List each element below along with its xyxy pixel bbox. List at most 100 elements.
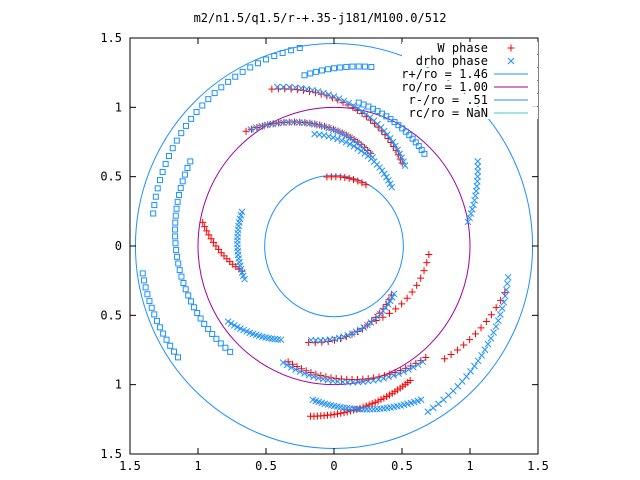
x-tick-label: 1 [466,459,473,473]
data-point [377,396,385,404]
data-point [390,372,397,379]
data-point [318,67,325,74]
data-point [239,68,246,75]
data-point [385,373,392,381]
data-point [178,273,185,280]
data-point [320,89,327,97]
data-point [388,183,396,191]
data-point [142,284,149,291]
data-point [494,317,502,324]
data-point [225,78,232,85]
data-point [354,105,362,112]
data-point [466,214,473,222]
data-point [360,324,368,331]
data-point [205,96,212,103]
data-point [255,60,262,67]
data-point [362,110,370,118]
data-point [467,368,474,375]
data-point [338,130,346,137]
data-point [197,315,204,322]
data-point [296,368,304,375]
data-point [386,134,394,142]
data-point [312,337,320,344]
data-point [320,123,328,131]
data-point [167,342,174,349]
data-point [241,275,248,283]
data-point [334,135,341,143]
data-point [172,226,179,233]
data-point [160,330,167,337]
data-point [471,196,478,204]
data-point [224,318,232,325]
data-point [183,122,190,129]
data-point [366,405,374,413]
data-point [357,147,365,155]
data-point [335,95,343,102]
data-point [350,142,358,150]
data-point [303,85,311,93]
data-point [274,119,282,127]
data-point [417,396,425,404]
data-point [227,320,235,327]
data-point [471,362,478,370]
data-point [291,84,299,91]
legend-entry-background [402,55,538,67]
data-point [263,121,271,129]
x-tick-label: 1 [194,459,201,473]
data-point [309,86,316,94]
data-point [333,410,341,418]
x-tick-label: 0 [330,459,337,473]
data-point [403,294,411,302]
data-point [179,178,186,185]
legend-entry-background [402,107,538,119]
data-point [422,354,430,362]
data-point [453,346,461,354]
data-point [414,361,422,368]
data-point [213,335,220,342]
data-point [305,371,313,379]
data-point [400,368,407,376]
data-point [279,83,287,91]
data-point [338,137,346,144]
data-point [279,49,286,56]
data-point [314,88,322,95]
data-point [385,309,393,317]
data-point [166,152,173,159]
data-point [482,317,490,325]
data-point [474,168,482,175]
data-point [297,84,305,92]
data-point [474,163,482,170]
data-point [295,119,303,126]
data-point [409,363,417,371]
data-point [342,132,350,139]
data-point [362,63,369,70]
reference-circle [264,174,404,318]
data-point [230,321,238,329]
data-point [325,91,333,98]
data-point [139,270,146,277]
data-point [464,218,472,226]
data-point [182,286,189,293]
data-point [360,101,367,108]
data-point [406,377,414,384]
legend-label: drho phase [416,54,488,68]
data-point [384,300,392,308]
data-point [355,99,362,106]
data-point [258,122,266,130]
data-point [471,330,479,338]
data-point [287,363,295,371]
data-point [218,84,225,91]
data-point [173,247,180,254]
data-point [487,334,495,342]
data-point [368,400,376,408]
data-point [334,128,341,135]
data-point [463,373,470,380]
data-point [175,354,182,361]
data-point [217,340,224,347]
data-point [154,185,161,192]
data-point [310,373,317,380]
data-point [492,304,500,312]
data-point [288,47,295,54]
data-point [407,362,415,370]
